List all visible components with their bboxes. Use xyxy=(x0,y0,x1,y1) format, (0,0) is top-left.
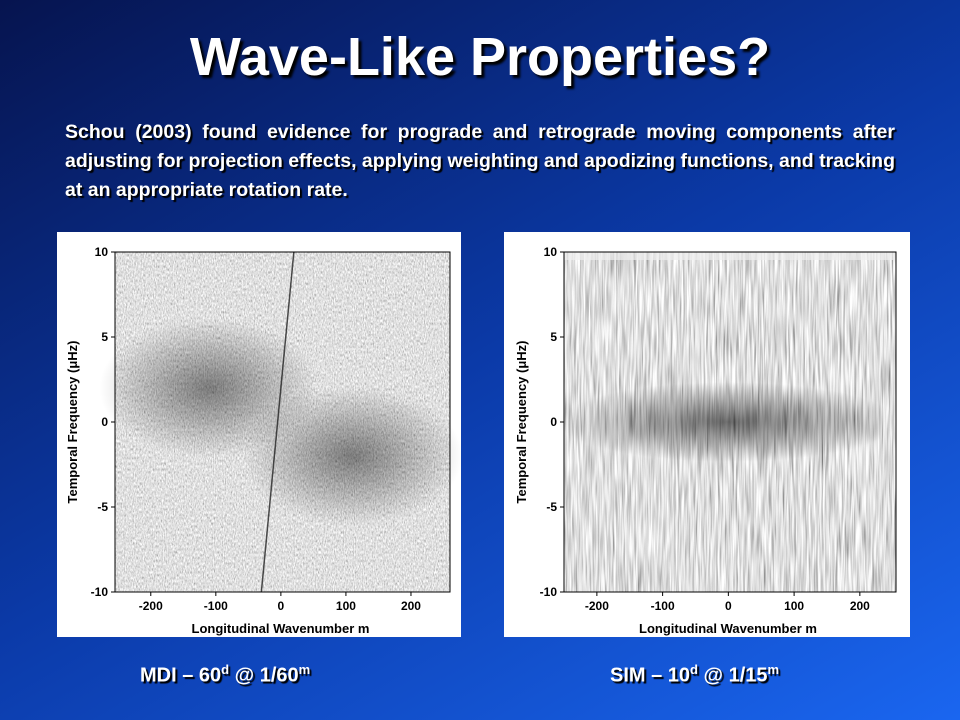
y-tick-label: -5 xyxy=(97,500,108,514)
x-tick-label: -100 xyxy=(651,599,675,613)
caption-part: MDI – 60 xyxy=(140,664,222,687)
x-tick-label: 200 xyxy=(850,599,870,613)
y-tick-label: -5 xyxy=(546,500,557,514)
y-tick-label: -10 xyxy=(91,585,109,599)
y-tick-label: 5 xyxy=(101,330,108,344)
x-axis-label: Longitudinal Wavenumber m xyxy=(192,621,370,636)
y-tick-label: 0 xyxy=(101,415,108,429)
x-tick-label: 0 xyxy=(278,599,285,613)
power-blob xyxy=(242,386,463,526)
x-tick-label: -100 xyxy=(204,599,228,613)
power-band xyxy=(558,382,899,462)
x-tick-label: 0 xyxy=(725,599,732,613)
caption-part: d xyxy=(221,662,230,677)
caption-part: d xyxy=(690,662,698,677)
y-tick-label: 0 xyxy=(550,415,557,429)
caption-part: @ 1/60 xyxy=(229,664,299,687)
x-tick-label: -200 xyxy=(139,599,163,613)
x-axis-label: Longitudinal Wavenumber m xyxy=(639,621,817,636)
y-axis-label: Temporal Frequency (μHz) xyxy=(65,340,80,503)
ridge-line xyxy=(260,251,295,593)
y-tick-label: 5 xyxy=(550,330,557,344)
x-tick-label: 200 xyxy=(401,599,421,613)
panel-caption: SIM – 10d @ 1/15m xyxy=(610,662,779,688)
x-tick-label: 100 xyxy=(336,599,356,613)
x-tick-label: 100 xyxy=(784,599,804,613)
y-axis-label: Temporal Frequency (μHz) xyxy=(514,340,529,503)
caption-part: m xyxy=(767,662,780,677)
caption-part: SIM – 10 xyxy=(610,664,691,687)
y-tick-label: -10 xyxy=(540,585,558,599)
y-tick-label: 10 xyxy=(95,245,109,259)
slide-title: Wave-Like Properties? xyxy=(189,27,771,87)
caption-part: m xyxy=(298,662,311,677)
y-tick-label: 10 xyxy=(544,245,558,259)
slide-body: Schou (2003) found evidence for prograde… xyxy=(65,121,895,201)
caption-part: @ 1/15 xyxy=(698,664,768,687)
top-band xyxy=(564,252,896,260)
panel-caption: MDI – 60d @ 1/60m xyxy=(140,662,310,688)
x-tick-label: -200 xyxy=(585,599,609,613)
